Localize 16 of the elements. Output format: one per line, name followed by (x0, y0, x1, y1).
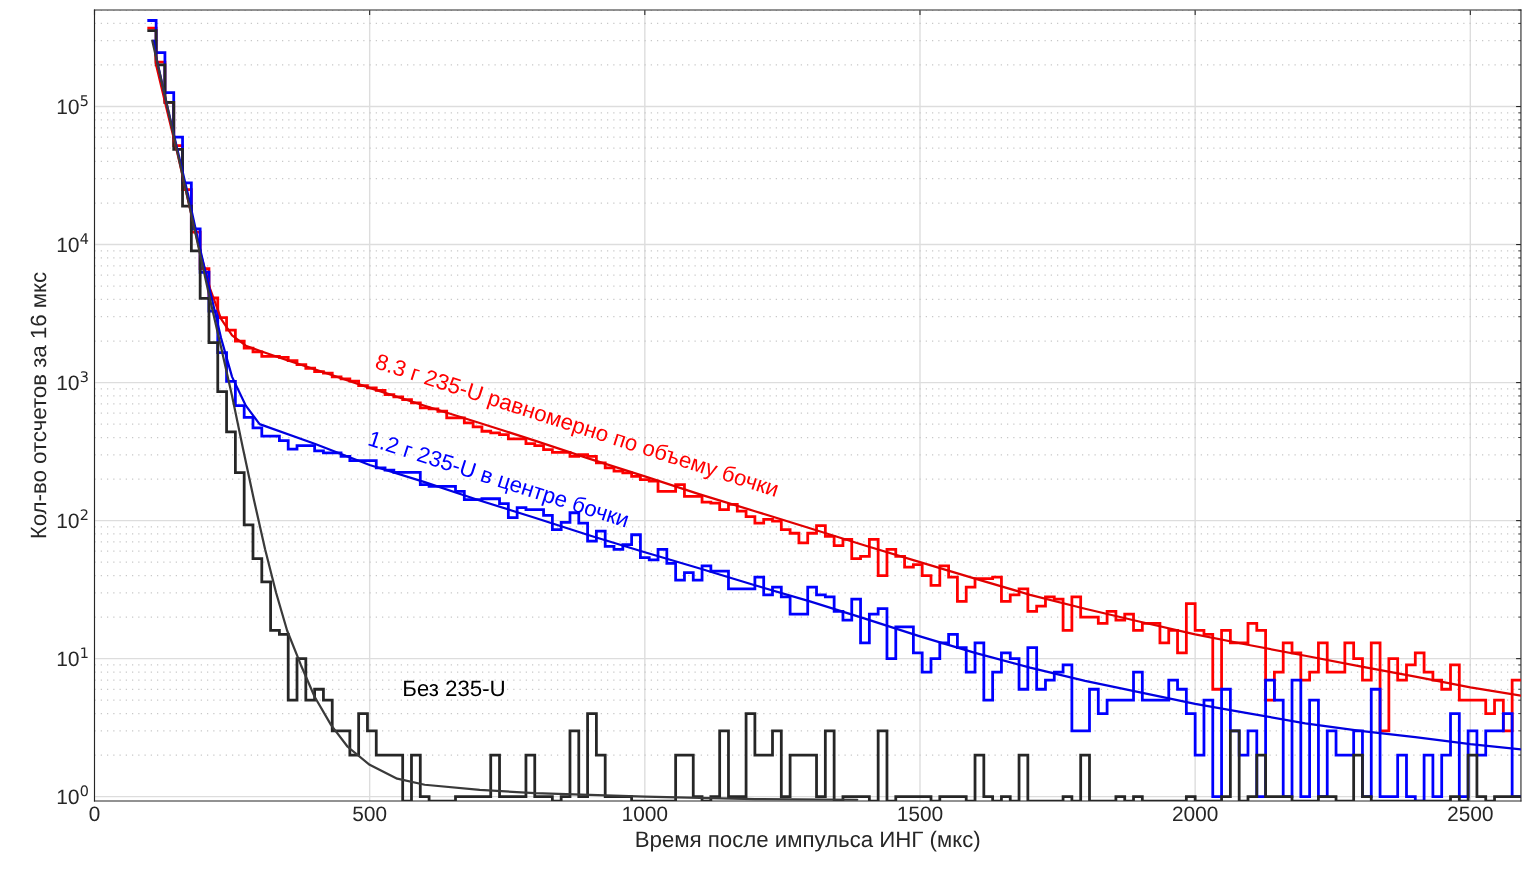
y-tick-label: 10$^{5}$ (57, 95, 88, 115)
y-axis-title: Кол-во отсчетов за 16 мкс (30, 272, 47, 538)
y-tick-label: 10$^{4}$ (57, 233, 89, 253)
y-tick-label: 10$^{3}$ (57, 371, 88, 391)
x-tick-label: 0 (89, 806, 100, 822)
x-tick-label: 1000 (623, 806, 668, 822)
x-tick-label: 2000 (1173, 806, 1218, 822)
line-series (151, 39, 859, 801)
x-axis-title: Время после импульса ИНГ (мкс) (636, 830, 980, 852)
y-tick-label: 10$^{2}$ (57, 509, 88, 529)
x-tick-label: 2500 (1448, 806, 1493, 822)
series-label: Без 235-U (404, 680, 504, 697)
x-tick-label: 1500 (898, 806, 943, 822)
y-tick-label: 10$^{0}$ (57, 785, 88, 805)
y-tick-label: 10$^{1}$ (57, 647, 88, 667)
x-tick-label: 500 (353, 806, 387, 822)
